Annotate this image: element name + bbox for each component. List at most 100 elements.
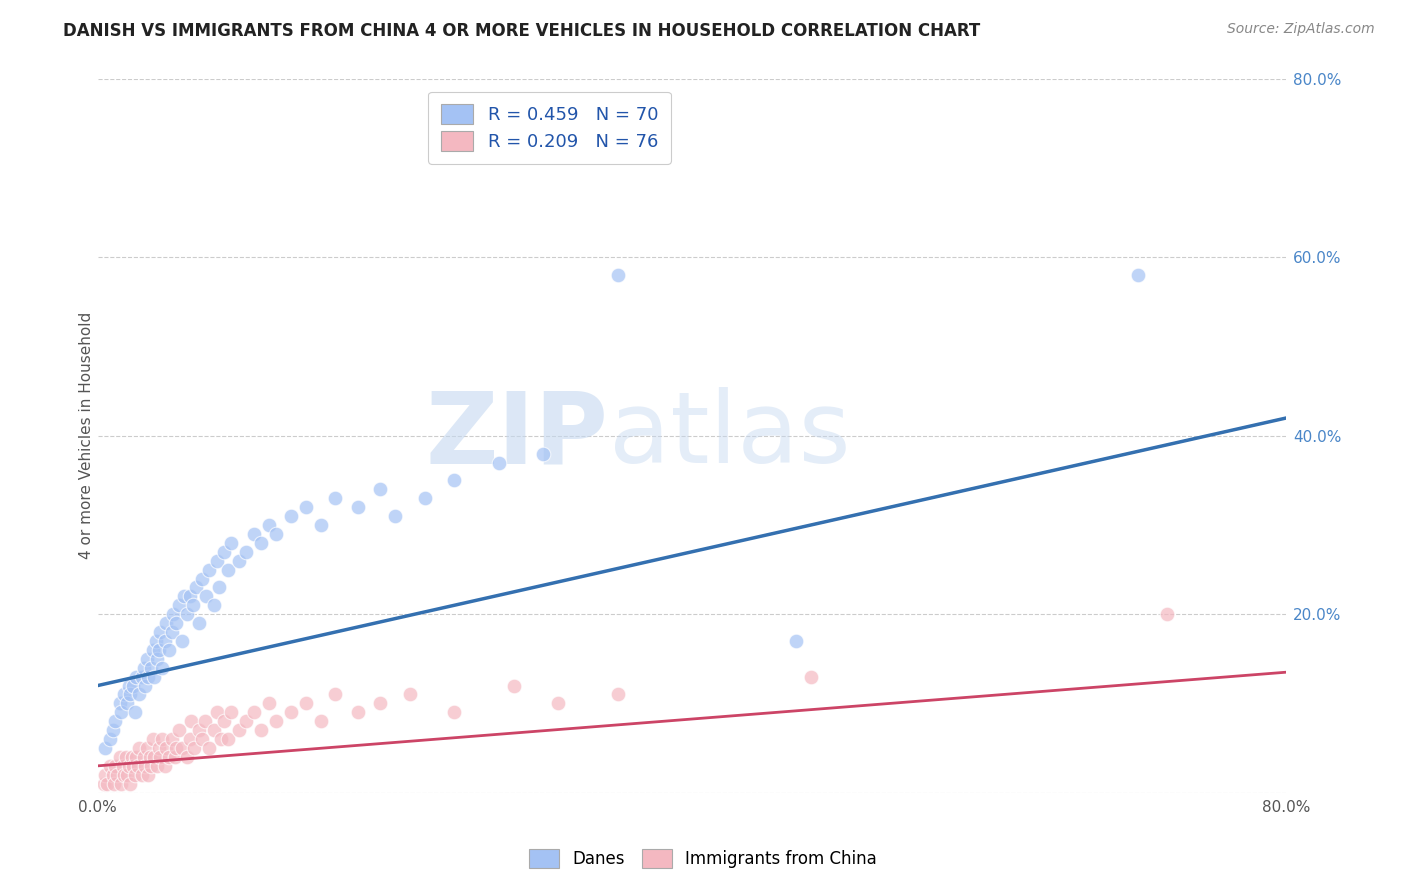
Point xyxy=(325,688,347,702)
Point xyxy=(125,670,148,684)
Point xyxy=(112,768,135,782)
Point xyxy=(785,634,807,648)
Point xyxy=(169,599,191,613)
Point xyxy=(163,750,186,764)
Point xyxy=(208,581,231,595)
Point xyxy=(217,563,239,577)
Y-axis label: 4 or more Vehicles in Household: 4 or more Vehicles in Household xyxy=(79,312,94,559)
Point xyxy=(150,661,173,675)
Point xyxy=(176,607,198,622)
Point xyxy=(149,625,172,640)
Point xyxy=(139,759,162,773)
Point xyxy=(280,706,302,720)
Point xyxy=(172,741,194,756)
Point xyxy=(187,616,209,631)
Point xyxy=(132,661,155,675)
Point xyxy=(155,741,177,756)
Point xyxy=(108,750,131,764)
Point xyxy=(124,768,146,782)
Point xyxy=(190,732,212,747)
Point xyxy=(108,697,131,711)
Point xyxy=(242,706,264,720)
Point xyxy=(325,491,347,506)
Point xyxy=(1156,607,1178,622)
Point xyxy=(242,527,264,541)
Point xyxy=(606,268,628,283)
Point xyxy=(128,688,150,702)
Point xyxy=(169,723,191,738)
Point xyxy=(117,697,139,711)
Point xyxy=(146,759,169,773)
Point xyxy=(606,688,628,702)
Point xyxy=(104,714,127,729)
Point xyxy=(531,447,554,461)
Point xyxy=(502,679,524,693)
Text: atlas: atlas xyxy=(609,387,851,484)
Point xyxy=(443,474,465,488)
Point xyxy=(346,500,368,515)
Point xyxy=(103,777,125,791)
Point xyxy=(294,697,316,711)
Point xyxy=(153,759,176,773)
Point xyxy=(117,768,139,782)
Point xyxy=(384,509,406,524)
Point xyxy=(143,750,166,764)
Legend: Danes, Immigrants from China: Danes, Immigrants from China xyxy=(523,843,883,875)
Point xyxy=(101,768,124,782)
Point xyxy=(309,714,332,729)
Point xyxy=(235,714,257,729)
Point xyxy=(138,750,160,764)
Point xyxy=(148,741,170,756)
Point xyxy=(122,759,145,773)
Point xyxy=(250,723,273,738)
Point xyxy=(309,518,332,533)
Point xyxy=(145,634,167,648)
Point xyxy=(228,723,250,738)
Point xyxy=(413,491,436,506)
Point xyxy=(112,688,135,702)
Point xyxy=(547,697,569,711)
Point xyxy=(122,679,145,693)
Point xyxy=(205,554,228,568)
Point xyxy=(179,732,201,747)
Point xyxy=(209,732,232,747)
Point xyxy=(127,759,149,773)
Point xyxy=(488,456,510,470)
Legend: R = 0.459   N = 70, R = 0.209   N = 76: R = 0.459 N = 70, R = 0.209 N = 76 xyxy=(427,92,671,164)
Point xyxy=(98,759,121,773)
Point xyxy=(172,634,194,648)
Point xyxy=(120,688,142,702)
Point xyxy=(280,509,302,524)
Point xyxy=(183,741,205,756)
Point xyxy=(221,706,243,720)
Point xyxy=(148,643,170,657)
Point xyxy=(176,750,198,764)
Point xyxy=(800,670,823,684)
Point xyxy=(143,670,166,684)
Point xyxy=(131,768,153,782)
Point xyxy=(94,768,117,782)
Point xyxy=(1126,268,1149,283)
Point xyxy=(184,581,207,595)
Point xyxy=(146,652,169,666)
Point xyxy=(149,750,172,764)
Point xyxy=(212,545,235,559)
Point xyxy=(157,750,180,764)
Point xyxy=(165,616,187,631)
Point xyxy=(94,741,117,756)
Point xyxy=(93,777,115,791)
Point xyxy=(250,536,273,550)
Point xyxy=(160,732,183,747)
Point xyxy=(190,572,212,586)
Point xyxy=(398,688,420,702)
Point xyxy=(205,706,228,720)
Point xyxy=(135,741,157,756)
Text: Source: ZipAtlas.com: Source: ZipAtlas.com xyxy=(1227,22,1375,37)
Point xyxy=(142,732,165,747)
Point xyxy=(105,768,128,782)
Point xyxy=(228,554,250,568)
Point xyxy=(121,750,143,764)
Point xyxy=(134,759,156,773)
Point xyxy=(153,634,176,648)
Point xyxy=(110,706,132,720)
